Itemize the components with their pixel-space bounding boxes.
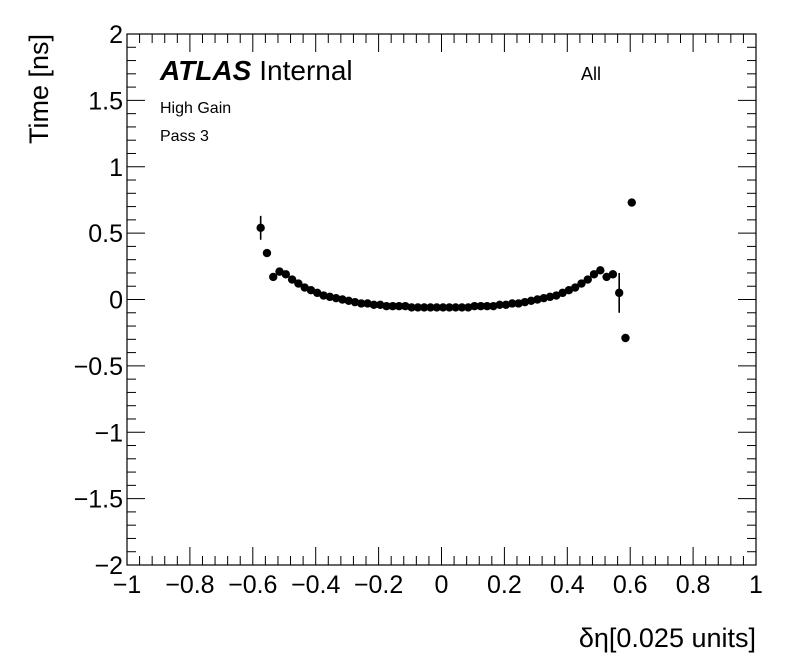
data-point: [413, 303, 423, 312]
x-tick-label: −0.2: [354, 571, 403, 599]
y-tick-label: 2: [109, 21, 123, 49]
data-point: [350, 297, 360, 307]
data-point: [577, 279, 586, 288]
data-point: [375, 300, 385, 310]
data-point: [539, 293, 548, 303]
data-point: [369, 300, 379, 310]
data-point: [570, 283, 580, 292]
data-point: [382, 301, 391, 311]
data-point: [495, 300, 504, 310]
x-tick-label: −0.8: [165, 571, 214, 599]
data-point: [426, 303, 435, 312]
data-point: [552, 291, 561, 300]
annotation-gain: High Gain: [160, 100, 231, 117]
annotation-pass: Pass 3: [160, 128, 209, 145]
data-point: [489, 301, 498, 311]
data-point: [306, 286, 316, 295]
data-point: [470, 301, 479, 311]
y-tick-label: 1.5: [88, 87, 123, 115]
y-tick-label: −1.5: [74, 486, 123, 514]
data-point: [445, 303, 454, 312]
data-point: [325, 292, 335, 302]
data-point: [508, 299, 517, 308]
data-point: [545, 292, 555, 302]
data-point: [407, 303, 416, 312]
data-point: [627, 198, 636, 207]
data-point: [533, 295, 542, 304]
data-point: [451, 303, 460, 312]
data-point: [432, 303, 441, 312]
data-point: [319, 291, 328, 300]
data-point: [457, 303, 467, 312]
data-point: [596, 266, 605, 275]
data-point: [256, 223, 265, 233]
error-bars: [259, 199, 633, 341]
data-point: [482, 301, 492, 311]
data-point: [262, 248, 272, 258]
data-point: [269, 272, 278, 282]
data-point: [608, 270, 618, 279]
atlas-status: Internal: [259, 55, 352, 86]
data-point: [420, 303, 429, 312]
axis-ticks: [126, 33, 757, 566]
data-point: [363, 299, 372, 308]
data-point: [464, 303, 473, 312]
data-point: [294, 279, 303, 288]
category-label: All: [581, 64, 601, 84]
data-point: [394, 301, 404, 311]
data-point: [589, 270, 599, 279]
x-tick-label: 0: [435, 571, 449, 599]
data-point: [476, 301, 486, 311]
y-tick-labels: −2 −1.5 −1 −0.5 0 0.5 1 1.5 2: [74, 21, 123, 580]
data-point: [614, 288, 624, 298]
data-point: [338, 295, 347, 304]
data-point: [300, 283, 309, 292]
y-axis-title: Time [ns]: [24, 34, 54, 144]
x-tick-label: 0.8: [676, 571, 711, 599]
data-point: [520, 297, 530, 307]
data-point: [331, 293, 341, 303]
data-point: [558, 288, 567, 298]
data-point: [344, 296, 353, 306]
data-point: [564, 286, 574, 295]
y-tick-label: 0.5: [88, 220, 123, 248]
data-point: [438, 303, 448, 312]
data-point: [621, 333, 630, 343]
experiment-label: ATLAS Internal: [159, 55, 353, 86]
data-point: [313, 288, 322, 298]
x-tick-label: 0.2: [487, 571, 522, 599]
x-axis-title: δη[0.025 units]: [579, 623, 756, 653]
data-point: [501, 300, 511, 310]
data-point: [602, 272, 611, 282]
x-tick-label: −0.6: [228, 571, 277, 599]
data-point: [401, 301, 410, 311]
data-point: [287, 275, 297, 284]
y-tick-label: −0.5: [74, 353, 123, 381]
x-tick-labels: −1 −0.8 −0.6 −0.4 −0.2 0 0.2 0.4 0.6 0.8 1: [113, 571, 763, 599]
x-tick-label: 1: [749, 571, 763, 599]
x-tick-label: 0.4: [550, 571, 585, 599]
data-point: [388, 301, 397, 311]
data-points: [256, 198, 636, 343]
data-point: [526, 296, 536, 306]
y-tick-label: −2: [94, 552, 123, 580]
data-point: [583, 275, 592, 284]
y-tick-label: 1: [109, 154, 123, 182]
y-tick-label: −1: [94, 419, 123, 447]
data-point: [357, 299, 366, 308]
data-point: [514, 299, 523, 308]
data-point: [275, 267, 284, 276]
x-tick-label: −1: [113, 571, 142, 599]
x-tick-label: −0.4: [291, 571, 340, 599]
x-tick-label: 0.6: [613, 571, 648, 599]
data-point: [281, 270, 291, 279]
y-tick-label: 0: [109, 287, 123, 315]
atlas-experiment-name: ATLAS: [159, 55, 252, 86]
